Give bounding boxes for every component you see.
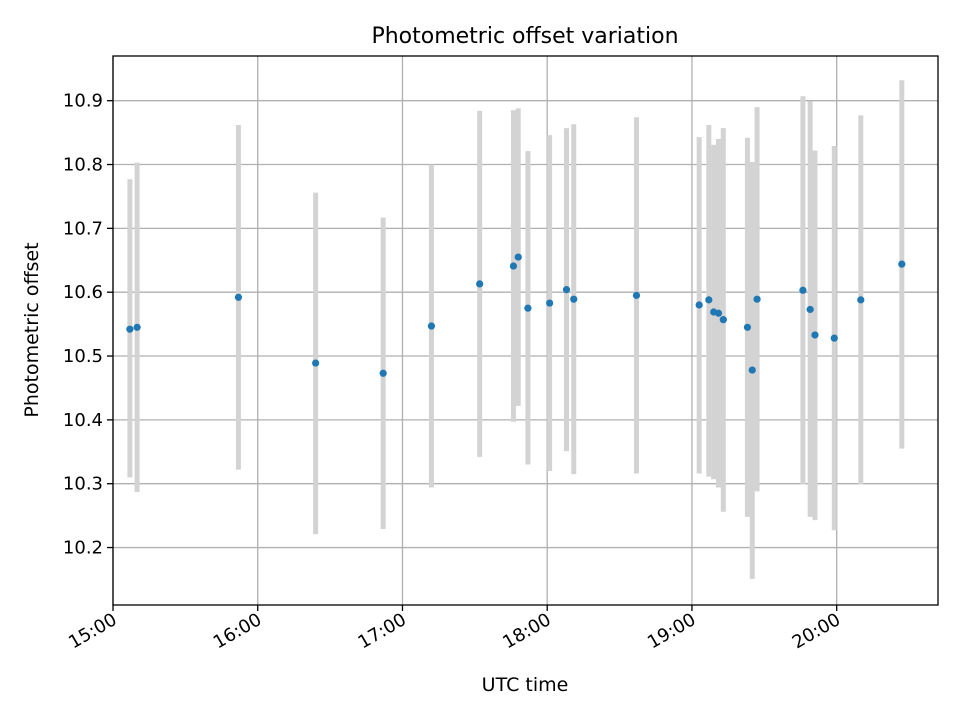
data-point — [379, 369, 387, 377]
data-point — [898, 260, 906, 268]
data-point — [748, 366, 756, 374]
data-point — [705, 296, 713, 304]
data-point — [514, 253, 522, 261]
data-point — [476, 280, 484, 288]
data-points — [126, 253, 906, 377]
data-point — [427, 322, 436, 330]
data-point — [126, 325, 134, 333]
plot-frame — [112, 55, 939, 606]
y-tick-label: 10.7 — [63, 218, 103, 239]
data-point — [799, 286, 807, 294]
data-point — [562, 286, 571, 294]
data-point — [234, 293, 243, 301]
data-point — [695, 301, 703, 309]
data-point — [830, 334, 838, 342]
y-axis-ticks: 10.2 10.3 10.4 10.5 10.6 10.7 10.8 10.9 — [63, 91, 113, 559]
y-tick-label: 10.5 — [63, 346, 103, 367]
data-point — [753, 295, 761, 303]
y-tick-label: 10.9 — [63, 91, 103, 112]
data-point — [509, 262, 518, 270]
y-tick-label: 10.4 — [63, 410, 103, 431]
data-point — [570, 295, 578, 303]
x-axis-label: UTC time — [482, 674, 569, 696]
y-tick-label: 10.6 — [63, 282, 103, 303]
data-point — [719, 316, 727, 324]
data-point — [743, 323, 752, 331]
data-point — [811, 331, 819, 339]
data-point — [857, 296, 865, 304]
y-tick-label: 10.2 — [63, 538, 103, 559]
data-point — [546, 299, 554, 307]
data-point — [714, 309, 723, 317]
data-point — [524, 304, 532, 312]
y-tick-label: 10.3 — [63, 474, 103, 495]
data-point — [133, 323, 141, 331]
y-axis-label: Photometric offset — [21, 242, 43, 417]
y-tick-label: 10.8 — [63, 155, 103, 176]
data-point — [312, 359, 320, 367]
data-point — [806, 305, 814, 314]
data-point — [632, 291, 641, 299]
chart-title: Photometric offset variation — [371, 24, 678, 49]
